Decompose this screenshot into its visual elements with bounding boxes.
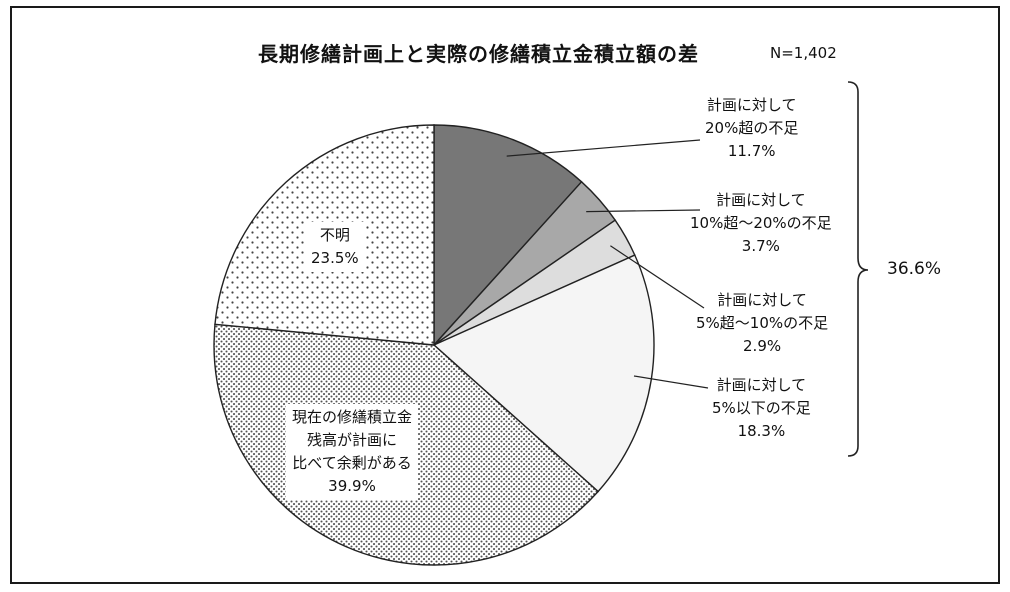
slice-label-surplus: 現在の修繕積立金 残高が計画に 比べて余剰がある 39.9% bbox=[286, 404, 419, 500]
slice-label-line: 計画に対して bbox=[717, 291, 807, 309]
slice-label-line: 計画に対して bbox=[716, 191, 806, 209]
slice-label-line: 5%超～10%の不足 bbox=[696, 314, 829, 332]
slice-label-line: 計画に対して bbox=[716, 376, 807, 394]
slice-label-10to20: 計画に対して 10%超～20%の不足 3.7% bbox=[690, 189, 832, 258]
slice-value: 18.3% bbox=[737, 422, 786, 440]
slice-label-line: 20%超の不足 bbox=[705, 119, 799, 137]
slice-value: 2.9% bbox=[743, 337, 782, 355]
leader-line bbox=[506, 139, 701, 157]
leader-line bbox=[586, 209, 701, 213]
slice-label-line: 残高が計画に bbox=[307, 431, 398, 449]
shortfall-total-label: 36.6% bbox=[887, 259, 942, 279]
slice-value: 39.9% bbox=[328, 477, 376, 495]
slice-label-line: 5%以下の不足 bbox=[712, 399, 811, 417]
slice-label-line: 不明 bbox=[319, 226, 350, 244]
leader-line bbox=[610, 245, 705, 309]
chart-title: 長期修繕計画上と実際の修繕積立金積立額の差 bbox=[258, 42, 699, 66]
slice-value: 11.7% bbox=[727, 142, 776, 160]
slice-label-unknown: 不明 23.5% bbox=[305, 222, 365, 272]
slice-label-line: 10%超～20%の不足 bbox=[690, 214, 832, 232]
slice-value: 3.7% bbox=[741, 237, 780, 255]
sample-size-label: N=1,402 bbox=[770, 44, 837, 62]
slice-label-over20: 計画に対して 20%超の不足 11.7% bbox=[705, 94, 798, 163]
slice-label-under5: 計画に対して 5%以下の不足 18.3% bbox=[712, 374, 811, 443]
slice-value: 23.5% bbox=[311, 249, 359, 267]
slice-over20 bbox=[433, 124, 583, 347]
slice-label-5to10: 計画に対して 5%超～10%の不足 2.9% bbox=[696, 289, 828, 358]
slice-label-line: 比べて余剰がある bbox=[292, 454, 412, 472]
slice-label-line: 現在の修繕積立金 bbox=[292, 408, 413, 426]
leader-line bbox=[633, 375, 709, 389]
shortfall-bracket bbox=[847, 81, 869, 457]
slice-label-line: 計画に対して bbox=[706, 96, 797, 114]
